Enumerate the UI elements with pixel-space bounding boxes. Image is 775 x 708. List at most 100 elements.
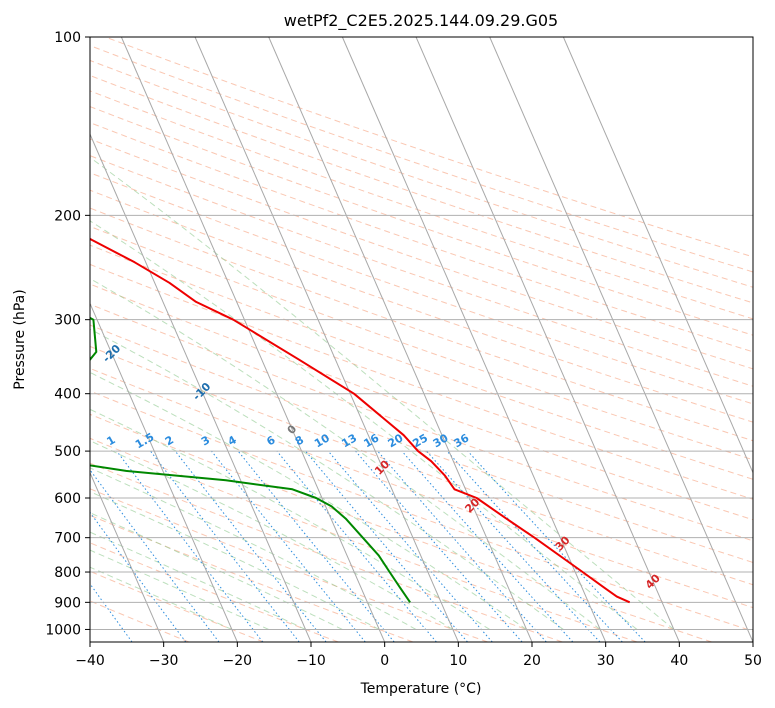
x-tick-label: −40 bbox=[75, 653, 105, 669]
y-tick-label: 900 bbox=[54, 595, 81, 611]
x-tick-label: −30 bbox=[149, 653, 179, 669]
dry-adiabat bbox=[90, 367, 753, 609]
dry-adiabat bbox=[105, 37, 753, 258]
y-tick-label: 600 bbox=[54, 491, 81, 507]
moist-adiabats bbox=[90, 156, 675, 630]
isotherm-label: -10 bbox=[190, 380, 213, 403]
moist-adiabat bbox=[90, 328, 564, 630]
y-tick-label: 300 bbox=[54, 313, 81, 329]
y-tick-label: 500 bbox=[54, 444, 81, 460]
mixing-ratio-label: 2 bbox=[163, 433, 176, 448]
y-tick-label: 100 bbox=[54, 30, 81, 46]
x-tick-label: 20 bbox=[523, 653, 541, 669]
mixing-ratio-line bbox=[211, 450, 366, 642]
y-tick-label: 400 bbox=[54, 387, 81, 403]
mixing-ratio-label: 10 bbox=[312, 431, 332, 450]
temperature-trace bbox=[90, 237, 631, 604]
mixing-ratio-line bbox=[377, 450, 547, 642]
isotherm bbox=[90, 132, 312, 642]
x-tick-label: 40 bbox=[670, 653, 688, 669]
isotherm-label: 30 bbox=[553, 533, 573, 553]
isotherm bbox=[415, 37, 680, 642]
moist-adiabat bbox=[90, 467, 417, 630]
mixing-ratio-line bbox=[90, 583, 133, 642]
mixing-ratio-label: 13 bbox=[339, 431, 359, 450]
mixing-ratio-line bbox=[355, 450, 523, 642]
dry-adiabat bbox=[90, 390, 753, 632]
mixing-ratio-label: 1 bbox=[105, 433, 118, 448]
mixing-ratio-line bbox=[276, 450, 437, 642]
x-tick-label: 30 bbox=[597, 653, 615, 669]
mixing-ratio-line bbox=[446, 450, 623, 642]
dry-adiabat bbox=[90, 106, 753, 336]
dry-adiabat bbox=[90, 303, 753, 542]
mixing-ratio-label: 4 bbox=[226, 433, 239, 448]
pressure-gridlines bbox=[90, 37, 753, 630]
mixing-ratio-label: 6 bbox=[264, 433, 277, 448]
isotherm-label: -20 bbox=[100, 342, 123, 365]
dry-adiabat bbox=[90, 345, 753, 586]
mixing-ratio-line bbox=[237, 450, 395, 642]
mixing-ratio-line bbox=[90, 511, 187, 642]
dry-adiabat bbox=[90, 570, 264, 642]
mixing-ratio-line bbox=[426, 450, 601, 642]
isotherm-label: 40 bbox=[643, 571, 663, 591]
y-tick-label: 200 bbox=[54, 208, 81, 224]
isotherm bbox=[268, 37, 533, 642]
mixing-ratio-label: 25 bbox=[410, 431, 430, 450]
y-tick-label: 800 bbox=[54, 565, 81, 581]
mixing-ratio-label: 3 bbox=[199, 433, 212, 448]
dry-adiabat bbox=[90, 263, 753, 500]
dry-adiabat bbox=[90, 122, 753, 353]
isotherm bbox=[562, 37, 753, 474]
isotherm bbox=[194, 37, 459, 642]
mixing-ratio-lines bbox=[90, 450, 646, 642]
mixing-ratio-line bbox=[90, 469, 220, 642]
dry-adiabat bbox=[90, 138, 753, 370]
isotherm bbox=[489, 37, 753, 642]
moist-adiabat bbox=[90, 371, 527, 630]
dry-adiabat bbox=[90, 155, 753, 387]
x-axis-ticks: −40 −30 −20 −10 0 10 20 30 40 50 bbox=[75, 642, 762, 669]
dry-adiabat bbox=[90, 283, 753, 521]
dry-adiabat bbox=[90, 172, 753, 405]
moist-adiabat bbox=[90, 408, 490, 630]
y-tick-label: 1000 bbox=[45, 622, 81, 638]
moist-adiabat bbox=[90, 491, 380, 630]
x-tick-label: 0 bbox=[380, 653, 389, 669]
moist-adiabat bbox=[90, 566, 233, 630]
dry-adiabat bbox=[90, 189, 753, 423]
x-tick-label: −10 bbox=[296, 653, 326, 669]
dry-adiabat bbox=[90, 207, 753, 442]
plot-area: -100-90-80-70-60-50-40-30-20-10010203040… bbox=[28, 37, 753, 642]
x-axis-label: Temperature (°C) bbox=[360, 681, 482, 697]
dry-adiabat bbox=[90, 45, 753, 273]
isotherm bbox=[120, 37, 386, 642]
dry-adiabats bbox=[90, 37, 753, 642]
dry-adiabat bbox=[90, 90, 753, 320]
moist-adiabat bbox=[90, 531, 306, 630]
dry-adiabat bbox=[90, 244, 753, 480]
plot-frame bbox=[89, 36, 754, 643]
mixing-ratio-line bbox=[174, 450, 327, 642]
mixing-ratio-line bbox=[467, 450, 646, 642]
y-tick-label: 700 bbox=[54, 531, 81, 547]
x-tick-label: 10 bbox=[449, 653, 467, 669]
mixing-ratio-label: 0.4 bbox=[28, 430, 52, 451]
x-tick-label: −20 bbox=[223, 653, 253, 669]
dry-adiabat bbox=[90, 59, 753, 288]
dry-adiabat bbox=[90, 462, 563, 642]
moist-adiabat bbox=[90, 156, 675, 630]
isotherms bbox=[90, 37, 753, 642]
isotherm bbox=[90, 471, 165, 642]
dry-adiabat bbox=[90, 324, 753, 564]
dry-adiabat bbox=[90, 488, 488, 642]
isotherm bbox=[341, 37, 607, 642]
mixing-ratio-label: 16 bbox=[362, 431, 382, 450]
isotherm bbox=[90, 302, 238, 642]
dry-adiabat bbox=[90, 514, 414, 642]
dry-adiabat bbox=[90, 225, 753, 461]
x-tick-label: 50 bbox=[744, 653, 762, 669]
sounding-traces bbox=[90, 237, 631, 604]
